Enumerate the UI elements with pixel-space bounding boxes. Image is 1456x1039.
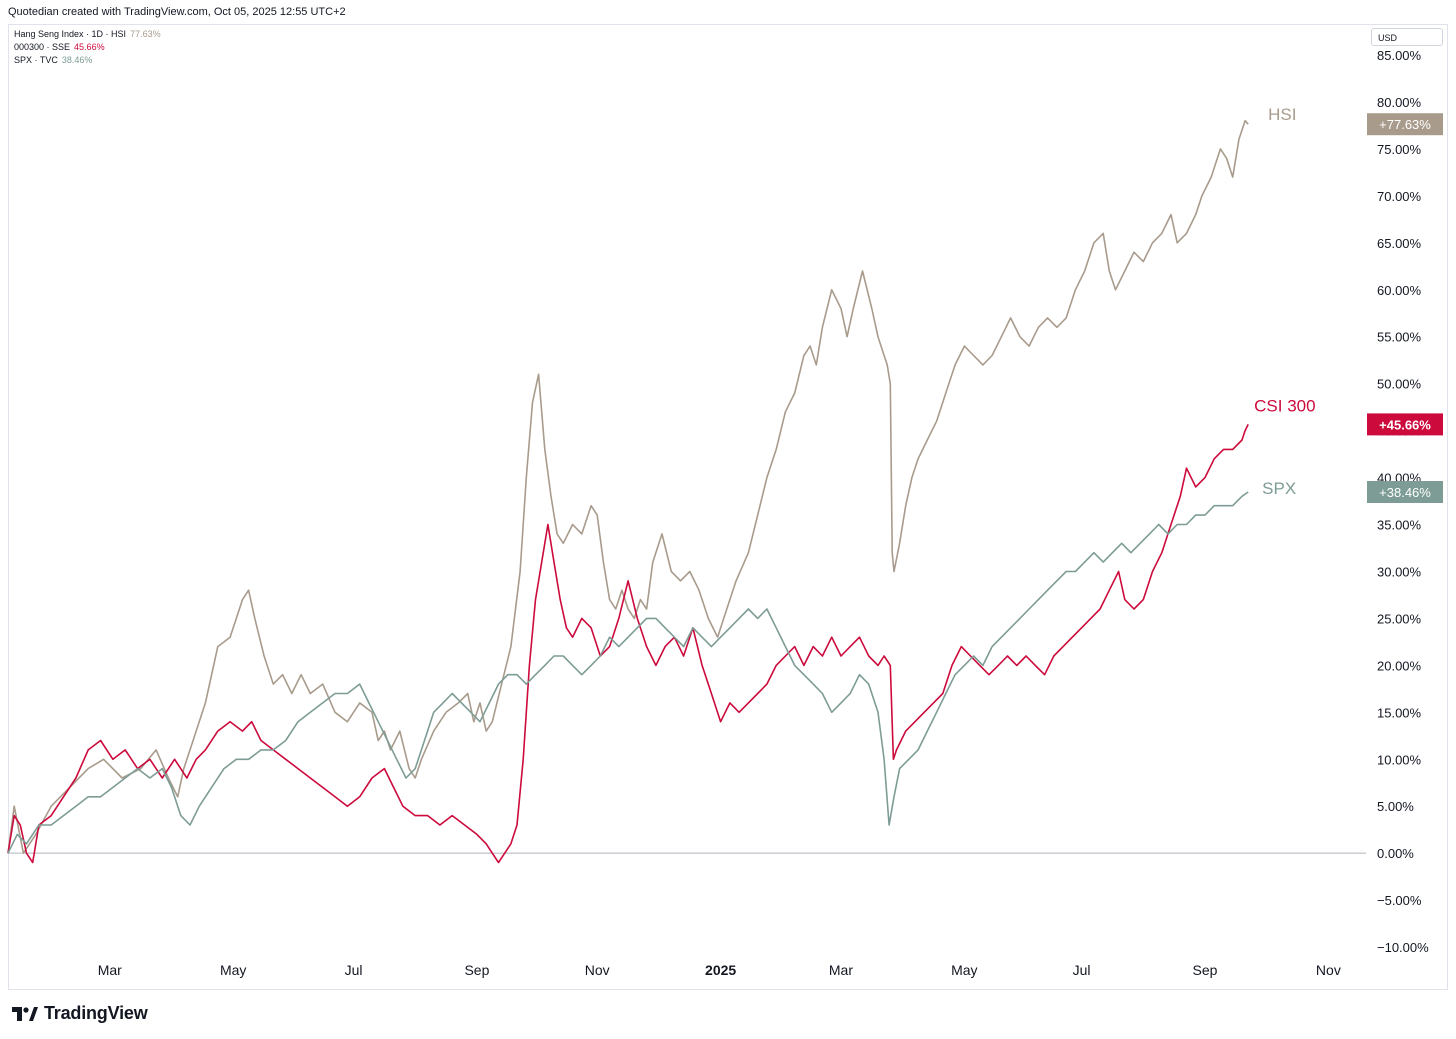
tradingview-wordmark: TradingView (44, 1003, 148, 1023)
x-tick-label: Sep (1193, 962, 1218, 978)
y-tick-label: 20.00% (1377, 658, 1422, 673)
x-tick-label: Jul (345, 962, 363, 978)
legend-label: 000300 · SSE (14, 42, 71, 52)
y-tick-label: 55.00% (1377, 330, 1422, 345)
y-tick-label: 85.00% (1377, 48, 1422, 63)
x-tick-label: 2025 (705, 962, 736, 978)
price-badge-text: +45.66% (1379, 417, 1431, 432)
legend-label: SPX · TVC (14, 55, 58, 65)
legend-value: 38.46% (61, 55, 93, 65)
x-tick-label: Sep (464, 962, 489, 978)
currency-selector[interactable]: USD (1371, 28, 1443, 46)
tradingview-logo-icon (12, 1006, 38, 1021)
y-tick-label: 15.00% (1377, 705, 1422, 720)
price-badge-spx (1367, 481, 1443, 504)
y-tick-label: 60.00% (1377, 283, 1422, 298)
y-tick-label: 70.00% (1377, 189, 1422, 204)
legend-item-hsi[interactable]: Hang Seng Index · 1D · HSI 77.63% (14, 28, 161, 41)
y-tick-label: 0.00% (1377, 846, 1414, 861)
y-tick-label: 80.00% (1377, 95, 1422, 110)
series-line-hsi (7, 119, 1249, 854)
y-tick-label: 5.00% (1377, 799, 1414, 814)
x-tick-label: May (220, 962, 246, 978)
price-badge-csi300 (1367, 413, 1443, 436)
x-tick-label: Jul (1073, 962, 1091, 978)
series-line-spx (7, 491, 1249, 854)
series-end-label-hsi: HSI (1268, 105, 1296, 124)
y-tick-label: −10.00% (1377, 940, 1429, 955)
y-tick-label: 35.00% (1377, 518, 1422, 533)
chart-frame (8, 24, 1448, 990)
x-tick-label: Mar (98, 962, 122, 978)
series-line-csi300 (7, 424, 1249, 864)
series-end-label-csi300: CSI 300 (1254, 396, 1315, 415)
x-tick-label: Nov (585, 962, 610, 978)
legend-value: 45.66% (74, 42, 105, 52)
x-tick-label: Mar (829, 962, 853, 978)
price-badge-text: +38.46% (1379, 485, 1431, 500)
price-badge-hsi (1367, 113, 1443, 136)
y-tick-label: 75.00% (1377, 142, 1422, 157)
legend-label: Hang Seng Index · 1D · HSI (14, 29, 127, 39)
y-tick-label: 65.00% (1377, 236, 1422, 251)
y-tick-label: −5.00% (1377, 893, 1422, 908)
x-tick-label: May (951, 962, 977, 978)
chart-credit: Quotedian created with TradingView.com, … (8, 6, 346, 18)
x-tick-label: Nov (1316, 962, 1341, 978)
y-tick-label: 30.00% (1377, 564, 1422, 579)
y-tick-label: 25.00% (1377, 611, 1422, 626)
legend-item-spx[interactable]: SPX · TVC 38.46% (14, 54, 161, 67)
legend-value: 77.63% (130, 29, 161, 39)
tradingview-brand[interactable]: TradingView (12, 1003, 148, 1024)
price-badge-text: +77.63% (1379, 117, 1431, 132)
y-tick-label: 50.00% (1377, 377, 1422, 392)
series-end-label-spx: SPX (1262, 479, 1296, 498)
series-legend: Hang Seng Index · 1D · HSI 77.63% 000300 … (14, 28, 161, 67)
legend-item-csi300[interactable]: 000300 · SSE 45.66% (14, 41, 161, 54)
y-tick-label: 10.00% (1377, 752, 1422, 767)
